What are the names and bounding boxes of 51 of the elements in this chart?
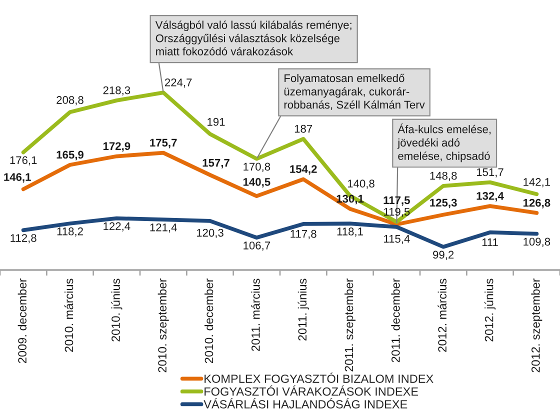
legend-label: FOGYASZTÓI VÁRAKOZÁSOK INDEXE	[204, 385, 418, 396]
x-tick-label: 2010. március	[64, 278, 74, 352]
x-tick-label: 2011. március	[251, 278, 260, 352]
data-label: 140,8	[348, 180, 374, 189]
data-label: 118,2	[57, 227, 83, 237]
data-label: 172,9	[103, 142, 130, 152]
data-label: 118,1	[337, 228, 363, 237]
data-label: 117,8	[290, 230, 316, 240]
data-label: 165,9	[56, 150, 84, 160]
data-label: 148,8	[430, 172, 457, 181]
data-label: 111	[482, 238, 498, 246]
data-label: 187	[294, 124, 312, 133]
x-tick-label: 2010. június	[111, 278, 122, 342]
data-label: 115,4	[384, 234, 410, 244]
data-label: 120,3	[196, 228, 224, 238]
x-tick-label: 2010. december	[204, 278, 214, 364]
x-tick-label: 2009. december	[18, 278, 26, 364]
data-label: 121,4	[150, 224, 177, 233]
x-tick-label: 2011. június	[298, 278, 309, 341]
data-label: 142,1	[524, 178, 550, 188]
data-label: 154,2	[290, 165, 317, 175]
data-label: 109,8	[524, 238, 550, 247]
data-label: 151,7	[476, 168, 504, 178]
data-label: 99,2	[433, 250, 454, 260]
data-label: 157,7	[202, 158, 230, 168]
data-label: 208,8	[56, 96, 84, 106]
data-label: 176,1	[10, 156, 37, 166]
data-label: 112,8	[10, 234, 36, 244]
data-label: 191	[208, 118, 225, 126]
data-label: 218,3	[103, 86, 130, 96]
data-label: 122,4	[104, 222, 130, 232]
x-tick-label: 2010. szeptember	[158, 278, 169, 372]
annotation: Áfa-kulcs emelése, jövedéki adó emelése, chipsadó	[397, 123, 491, 162]
legend-label: KOMPLEX FOGYASZTÓI BIZALOM INDEX	[204, 372, 434, 383]
data-label: 126,8	[523, 198, 550, 208]
data-label: 140,5	[243, 178, 270, 188]
annotation: Folyamatosan emelkedő üzemanyagárak, cukorár- robbanás, Széll Kálmán Terv	[284, 74, 425, 110]
data-label: 170,8	[244, 162, 270, 172]
data-label: 125,3	[430, 198, 457, 208]
data-label: 106,7	[244, 242, 270, 251]
x-tick-label: 2012. június	[484, 278, 496, 342]
data-label: 146,1	[4, 173, 31, 183]
x-tick-label: 2012. március	[438, 278, 446, 352]
x-tick-label: 2011. szeptember	[344, 278, 356, 372]
data-label: 132,4	[476, 192, 504, 202]
legend-label: VÁSÁRLÁSI HAJLANDÓSÁG INDEXE	[204, 398, 408, 408]
annotation: Válságból való lassú kilábalás reménye; Országgyűlési választások közelsége miatt fokozódó várakozások	[155, 20, 352, 56]
data-label: 175,7	[150, 138, 177, 148]
x-tick-label: 2011. december	[391, 278, 400, 362]
data-label: 224,7	[164, 78, 192, 88]
x-tick-label: 2012. szeptember	[531, 278, 542, 372]
